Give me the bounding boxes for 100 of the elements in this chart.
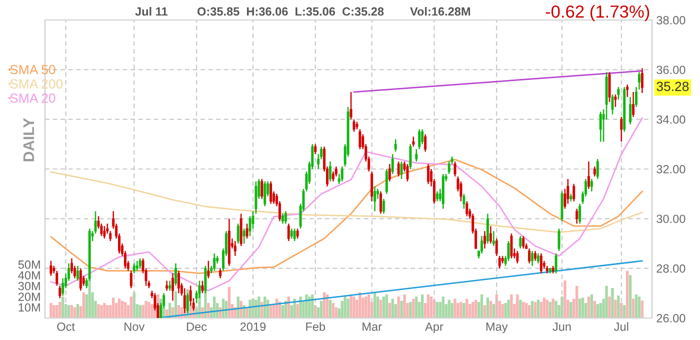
line-series [50,158,643,274]
legend-label: SMA 200 [10,79,63,89]
bar [332,302,335,318]
y2-tick-label: 20M [18,292,40,301]
bar [486,298,490,318]
candlestick [460,180,462,202]
bar [350,294,352,318]
bar [522,302,525,318]
y-tick-label: 36.00 [656,66,686,74]
candlestick [340,166,344,182]
candlestick [454,160,456,178]
candlestick [385,168,388,194]
candlestick [296,228,299,240]
candlestick [260,178,264,200]
line-series [50,117,643,292]
bar [596,304,599,318]
bar [391,298,394,318]
candlestick [614,94,617,108]
candlestick [576,208,578,224]
bar [120,300,124,318]
y-tick-label: 38.00 [656,16,686,24]
bar [50,302,52,318]
bar [150,304,154,318]
bar [58,302,62,318]
bar [462,302,466,318]
bar [593,300,596,318]
candlestick [219,268,222,279]
bar [246,307,248,318]
bar [106,305,109,318]
bar [501,304,504,318]
candlestick [281,213,284,224]
bar [546,300,548,318]
bar [548,302,552,318]
bar [308,296,311,318]
candlestick [632,91,635,118]
candlestick [76,265,79,282]
candlestick [382,198,385,214]
bar [328,300,332,318]
bar [536,300,540,318]
bar [100,305,103,318]
candlestick [522,235,525,250]
candlestick [528,248,531,264]
candlestick [578,203,582,224]
legend-label: SMA 50 [10,64,56,74]
candlestick [412,136,415,148]
candlestick [334,166,338,178]
bar [570,302,572,318]
x-tick-label: Jun [552,322,571,331]
candlestick [62,278,64,296]
x-tick-label: Dec [187,322,207,331]
bar [56,305,58,318]
bar [436,302,439,318]
candlestick [421,128,424,145]
bar [442,296,444,318]
bar [376,296,380,318]
bar [504,302,507,318]
bar [130,296,132,318]
bar [575,286,578,318]
bar [519,300,522,318]
candlestick [418,128,421,150]
candlestick [374,186,376,212]
bar [281,305,284,318]
candlestick [492,230,495,247]
candlestick [174,262,177,286]
candlestick [486,213,489,244]
x-tick-label: 2019 [240,322,266,331]
text: O:35.85 H:36.06 L:35.06 C:35.28 [197,7,384,16]
bar [112,298,115,318]
bar [368,294,370,318]
bar [472,302,474,318]
candlestick [424,134,427,152]
candlestick [290,228,293,240]
y2-tick-label: 30M [18,282,40,290]
candlestick [519,235,522,250]
bar [97,304,100,318]
x-tick-label: Feb [306,322,326,331]
y2-tick-label: 50M [18,260,40,269]
candlestick [177,270,180,294]
bar [623,305,626,318]
candlestick [50,260,52,276]
bar [510,294,513,318]
bar [82,292,85,318]
candlestick [234,240,236,257]
bar [460,302,462,318]
candlestick [587,160,590,190]
candlestick [540,252,542,274]
bar [409,302,412,318]
candlestick [314,144,317,155]
candlestick [130,270,132,289]
candlestick [406,163,409,182]
annotation: -0.62 (1.73%) [546,5,650,22]
bar [638,296,641,318]
bar [420,294,424,318]
candlestick [391,153,394,175]
candlestick [554,252,558,274]
candlestick [590,178,593,192]
candlestick [136,260,138,272]
bar [483,305,486,318]
bar [578,298,582,318]
bar [454,298,456,318]
